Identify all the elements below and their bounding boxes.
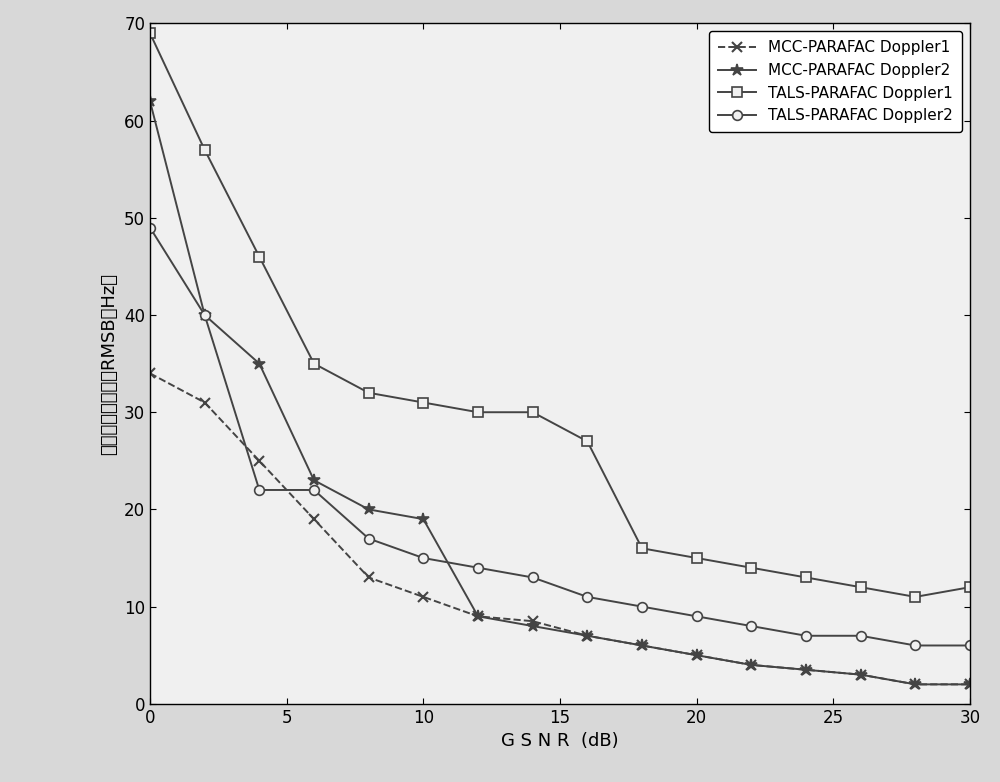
TALS-PARAFAC Doppler2: [745, 622, 757, 631]
MCC-PARAFAC Doppler2: [363, 504, 375, 514]
TALS-PARAFAC Doppler1: [909, 592, 921, 601]
TALS-PARAFAC Doppler1: [636, 543, 648, 553]
MCC-PARAFAC Doppler2: [472, 612, 484, 621]
MCC-PARAFAC Doppler1: [855, 670, 867, 680]
MCC-PARAFAC Doppler1: [253, 456, 265, 465]
TALS-PARAFAC Doppler2: [581, 592, 593, 601]
MCC-PARAFAC Doppler1: [581, 631, 593, 640]
TALS-PARAFAC Doppler2: [527, 572, 539, 582]
MCC-PARAFAC Doppler2: [253, 359, 265, 368]
MCC-PARAFAC Doppler2: [800, 665, 812, 674]
TALS-PARAFAC Doppler2: [909, 640, 921, 650]
MCC-PARAFAC Doppler1: [199, 398, 211, 407]
TALS-PARAFAC Doppler2: [472, 563, 484, 572]
TALS-PARAFAC Doppler1: [144, 28, 156, 38]
TALS-PARAFAC Doppler2: [800, 631, 812, 640]
TALS-PARAFAC Doppler1: [964, 583, 976, 592]
MCC-PARAFAC Doppler1: [144, 368, 156, 378]
MCC-PARAFAC Doppler1: [308, 515, 320, 524]
MCC-PARAFAC Doppler1: [636, 640, 648, 650]
MCC-PARAFAC Doppler2: [308, 475, 320, 485]
Line: MCC-PARAFAC Doppler2: MCC-PARAFAC Doppler2: [144, 95, 976, 691]
MCC-PARAFAC Doppler1: [527, 616, 539, 626]
TALS-PARAFAC Doppler1: [691, 554, 703, 563]
Line: TALS-PARAFAC Doppler1: TALS-PARAFAC Doppler1: [145, 28, 975, 602]
TALS-PARAFAC Doppler1: [199, 145, 211, 155]
TALS-PARAFAC Doppler2: [199, 310, 211, 320]
Legend: MCC-PARAFAC Doppler1, MCC-PARAFAC Doppler2, TALS-PARAFAC Doppler1, TALS-PARAFAC : MCC-PARAFAC Doppler1, MCC-PARAFAC Dopple…: [709, 31, 962, 132]
MCC-PARAFAC Doppler1: [909, 680, 921, 689]
X-axis label: G S N R  (dB): G S N R (dB): [501, 732, 619, 750]
MCC-PARAFAC Doppler1: [472, 612, 484, 621]
MCC-PARAFAC Doppler2: [855, 670, 867, 680]
MCC-PARAFAC Doppler2: [144, 96, 156, 106]
Y-axis label: 多普勒频移估计的RMSB（Hz）: 多普勒频移估计的RMSB（Hz）: [100, 273, 118, 454]
MCC-PARAFAC Doppler1: [417, 592, 429, 601]
TALS-PARAFAC Doppler1: [363, 388, 375, 397]
MCC-PARAFAC Doppler1: [800, 665, 812, 674]
TALS-PARAFAC Doppler1: [308, 359, 320, 368]
MCC-PARAFAC Doppler1: [691, 651, 703, 660]
TALS-PARAFAC Doppler1: [527, 407, 539, 417]
TALS-PARAFAC Doppler1: [472, 407, 484, 417]
MCC-PARAFAC Doppler1: [363, 572, 375, 582]
TALS-PARAFAC Doppler2: [964, 640, 976, 650]
MCC-PARAFAC Doppler1: [745, 660, 757, 669]
Line: MCC-PARAFAC Doppler1: MCC-PARAFAC Doppler1: [145, 368, 975, 689]
TALS-PARAFAC Doppler2: [144, 223, 156, 232]
MCC-PARAFAC Doppler1: [964, 680, 976, 689]
TALS-PARAFAC Doppler1: [417, 398, 429, 407]
MCC-PARAFAC Doppler2: [581, 631, 593, 640]
Line: TALS-PARAFAC Doppler2: TALS-PARAFAC Doppler2: [145, 223, 975, 651]
MCC-PARAFAC Doppler2: [636, 640, 648, 650]
TALS-PARAFAC Doppler1: [253, 252, 265, 261]
TALS-PARAFAC Doppler1: [800, 572, 812, 582]
MCC-PARAFAC Doppler2: [417, 515, 429, 524]
TALS-PARAFAC Doppler1: [855, 583, 867, 592]
MCC-PARAFAC Doppler2: [745, 660, 757, 669]
MCC-PARAFAC Doppler2: [527, 622, 539, 631]
TALS-PARAFAC Doppler1: [581, 436, 593, 446]
MCC-PARAFAC Doppler2: [691, 651, 703, 660]
TALS-PARAFAC Doppler2: [691, 612, 703, 621]
MCC-PARAFAC Doppler2: [909, 680, 921, 689]
TALS-PARAFAC Doppler2: [308, 486, 320, 495]
TALS-PARAFAC Doppler2: [855, 631, 867, 640]
MCC-PARAFAC Doppler2: [199, 310, 211, 320]
TALS-PARAFAC Doppler2: [363, 534, 375, 543]
TALS-PARAFAC Doppler2: [253, 486, 265, 495]
MCC-PARAFAC Doppler2: [964, 680, 976, 689]
TALS-PARAFAC Doppler2: [636, 602, 648, 612]
TALS-PARAFAC Doppler2: [417, 554, 429, 563]
TALS-PARAFAC Doppler1: [745, 563, 757, 572]
